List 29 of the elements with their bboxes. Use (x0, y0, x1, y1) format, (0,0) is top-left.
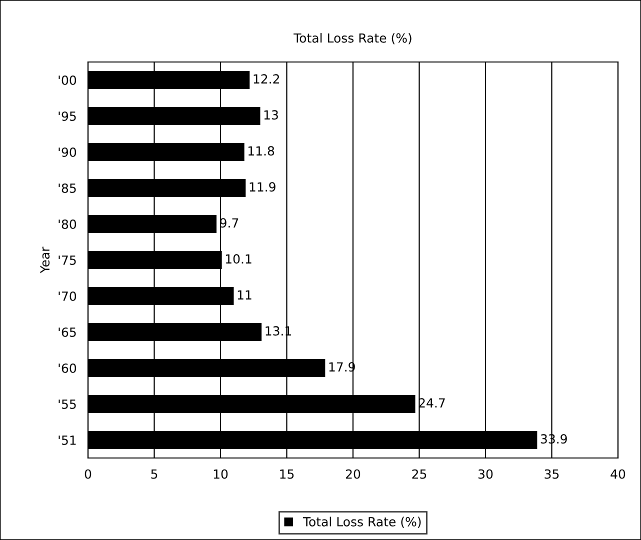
data-label: 13 (264, 110, 278, 120)
x-tick-label: 25 (412, 469, 426, 479)
y-tick-label: '70 (58, 291, 76, 301)
x-tick-label: 0 (84, 469, 92, 479)
y-tick-label: '80 (58, 219, 76, 229)
y-tick-label: '00 (58, 75, 76, 85)
y-tick-label: '65 (58, 327, 76, 337)
data-label: 11.8 (248, 146, 274, 156)
y-axis-title: Year (40, 246, 50, 274)
data-label: 11 (238, 290, 252, 300)
x-tick-label: 40 (610, 469, 626, 479)
data-label: 11.9 (250, 182, 276, 192)
x-tick-label: 35 (544, 469, 559, 479)
y-tick-label: '51 (58, 436, 76, 445)
legend-label: Total Loss Rate (%) (302, 516, 421, 528)
x-tick-label: 10 (214, 469, 228, 479)
x-tick-label: 20 (346, 469, 360, 479)
y-tick-label: '90 (58, 147, 76, 157)
y-tick-label: '85 (58, 183, 76, 193)
data-label: 12.2 (254, 74, 280, 84)
y-tick-label: '55 (58, 400, 76, 409)
chart-title: Total Loss Rate (%) (294, 33, 412, 44)
x-tick-label: 5 (151, 469, 158, 479)
x-tick-label: 15 (280, 469, 294, 479)
y-tick-label: '60 (58, 363, 76, 373)
data-label: 10.1 (226, 254, 252, 264)
y-tick-label: '95 (58, 111, 76, 121)
y-tick-label: '75 (58, 256, 76, 265)
x-tick-label: 30 (478, 469, 493, 479)
